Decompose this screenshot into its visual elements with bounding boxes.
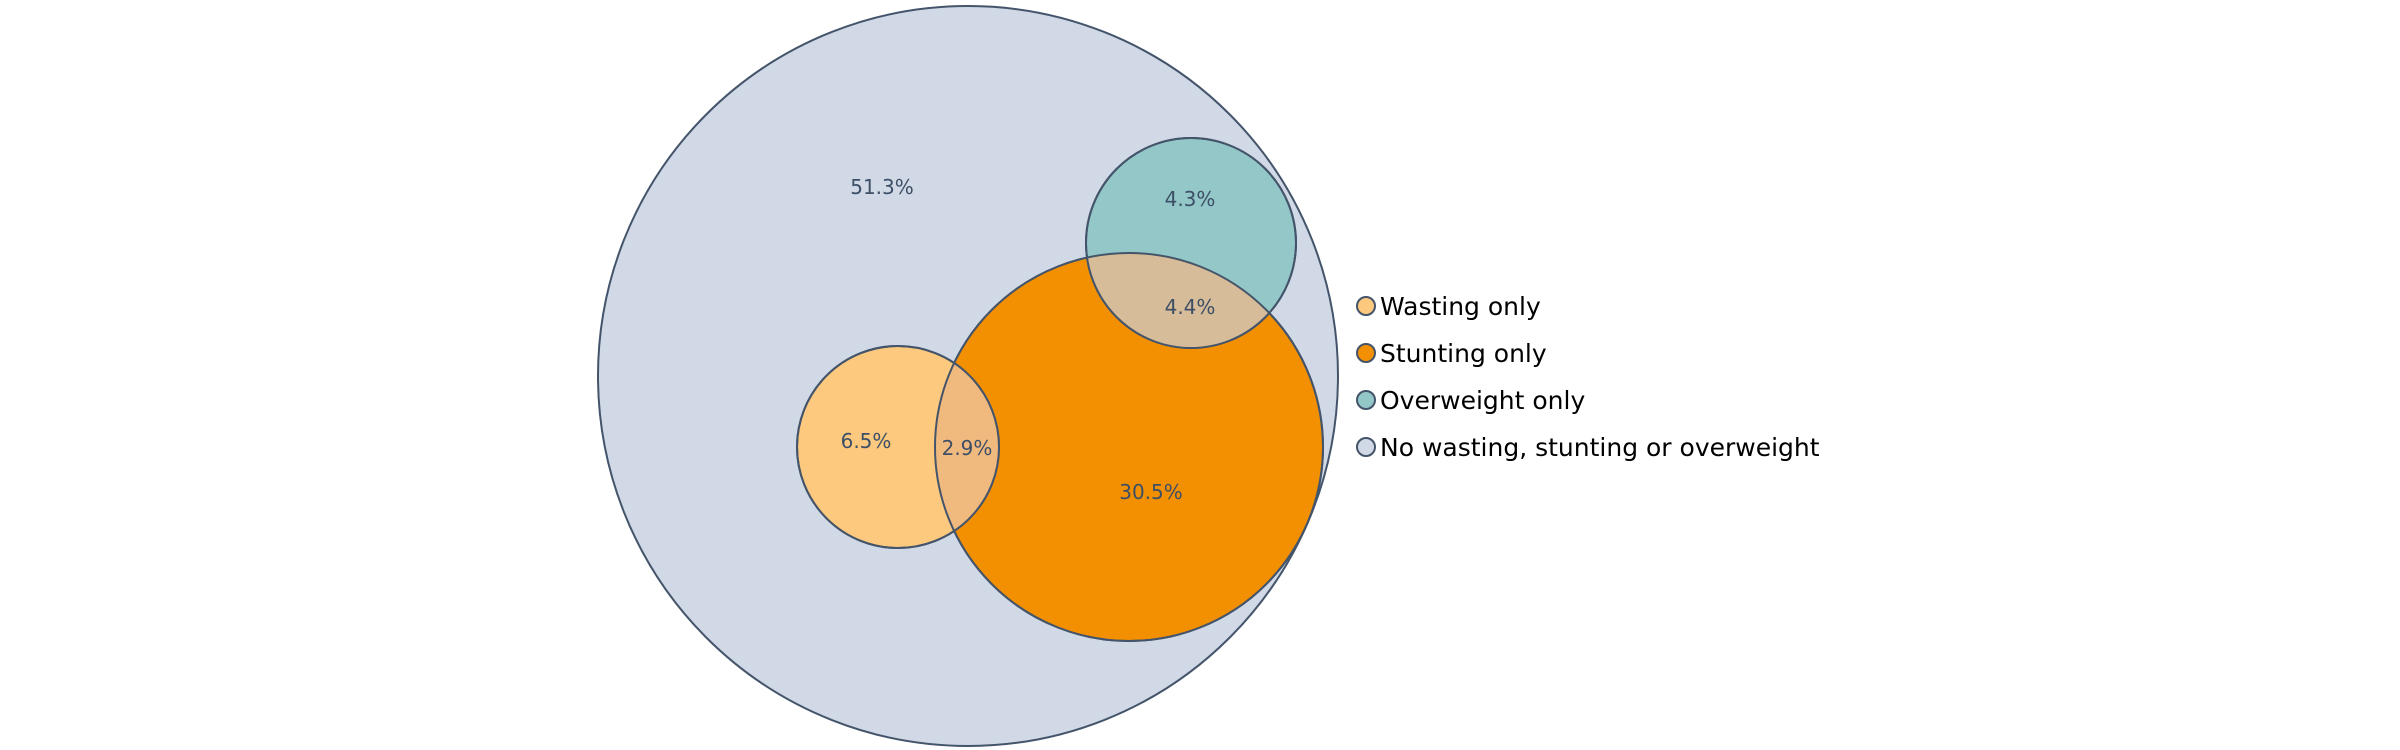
legend-marker-wasting	[1356, 296, 1376, 316]
outline-wasting	[796, 345, 1000, 549]
intersection-wasting-stunting	[935, 346, 999, 548]
region-label-wasting-stunting: 2.9%	[942, 436, 993, 460]
legend-marker-none	[1356, 437, 1376, 457]
legend-label-wasting: Wasting only	[1380, 292, 1541, 321]
legend-label-overweight: Overweight only	[1380, 386, 1585, 415]
region-label-none: 51.3%	[850, 175, 914, 199]
legend-marker-overweight	[1356, 390, 1376, 410]
venn-circles	[597, 5, 1339, 747]
outline-stunting	[934, 252, 1324, 642]
legend-item-overweight: Overweight only	[1356, 386, 1585, 415]
legend-item-stunting: Stunting only	[1356, 339, 1547, 368]
legend-label-none: No wasting, stunting or overweight	[1380, 433, 1820, 462]
region-label-stunting-overweight: 4.4%	[1165, 295, 1216, 319]
region-label-overweight: 4.3%	[1165, 187, 1216, 211]
region-labels: 51.3% 4.3% 4.4% 6.5% 2.9% 30.5%	[841, 175, 1216, 504]
legend-label-stunting: Stunting only	[1380, 339, 1547, 368]
region-label-wasting: 6.5%	[841, 429, 892, 453]
legend-item-wasting: Wasting only	[1356, 292, 1541, 321]
outline-overweight	[1085, 137, 1297, 349]
region-label-stunting: 30.5%	[1119, 480, 1183, 504]
legend: Wasting only Stunting only Overweight on…	[1356, 292, 1820, 462]
legend-marker-stunting	[1356, 343, 1376, 363]
legend-item-none: No wasting, stunting or overweight	[1356, 433, 1820, 462]
intersection-stunting-overweight	[1086, 253, 1296, 348]
